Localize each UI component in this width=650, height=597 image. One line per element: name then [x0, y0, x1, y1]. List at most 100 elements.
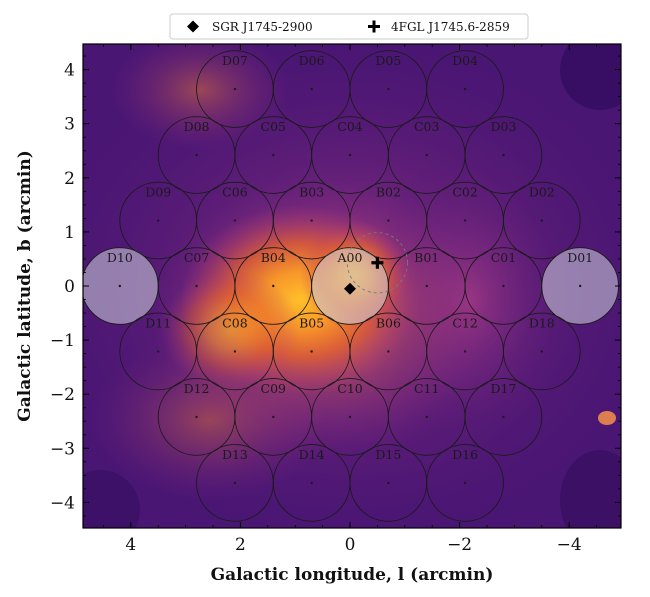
- region-center-dot: [387, 87, 390, 91]
- region-label: C10: [337, 381, 363, 396]
- region-label: D14: [299, 447, 325, 462]
- region-label: C08: [222, 315, 248, 330]
- region-center-dot: [157, 219, 160, 222]
- region-center-dot: [118, 284, 122, 288]
- region-label: D11: [145, 315, 171, 330]
- region-label: D05: [375, 53, 401, 68]
- legend-label-sgr: SGR J1745-2900: [212, 20, 313, 34]
- region-center-dot: [425, 284, 428, 288]
- region-label: D18: [529, 315, 555, 330]
- region-center-dot: [272, 284, 275, 288]
- region-circle: [464, 378, 543, 456]
- y-axis-title: Galactic latitude, b (arcmin): [15, 150, 35, 422]
- region-label: D16: [452, 447, 478, 462]
- region-center-dot: [387, 350, 390, 353]
- region-d04: D04: [426, 50, 504, 128]
- region-d18: D18: [502, 312, 581, 391]
- region-center-dot: [233, 87, 237, 91]
- legend-box: [169, 13, 529, 40]
- region-label: B01: [414, 250, 439, 265]
- x-axis-title: Galactic longitude, l (arcmin): [211, 565, 494, 585]
- region-center-dot: [348, 153, 352, 157]
- axis-ticks: 4 2 0 −2 −4 4 3 2 1 0 −1 −2 −3 −4: [50, 44, 621, 555]
- region-label: D06: [299, 53, 325, 68]
- y-tick-label: 2: [64, 169, 75, 189]
- region-center-dot: [310, 350, 313, 353]
- region-center-dot: [425, 415, 428, 419]
- region-label: D09: [145, 185, 171, 200]
- x-tick-label: 4: [125, 535, 136, 555]
- region-center-dot: [502, 284, 505, 288]
- region-label: B06: [376, 315, 401, 330]
- region-center-dot: [463, 350, 467, 353]
- region-center-dot: [502, 153, 505, 157]
- legend: SGR J1745-2900 4FGL J1745.6-2859: [169, 13, 529, 40]
- region-center-dot: [387, 481, 390, 485]
- region-label: B04: [261, 250, 286, 265]
- region-label: D07: [222, 53, 248, 68]
- region-label: C01: [491, 250, 516, 265]
- region-label: C06: [222, 185, 248, 200]
- region-d01: D01: [541, 247, 619, 325]
- y-tick-label: 4: [64, 61, 75, 81]
- region-circle: [502, 312, 581, 391]
- region-label: D12: [184, 381, 210, 396]
- region-center-dot: [157, 350, 160, 353]
- region-d16: D16: [426, 444, 504, 522]
- region-label: D13: [222, 447, 248, 462]
- region-center-dot: [272, 415, 275, 419]
- region-label: B05: [299, 315, 324, 330]
- region-label: C12: [452, 315, 477, 330]
- legend-diamond-marker: [187, 20, 199, 33]
- region-label: D10: [107, 250, 133, 265]
- region-center-dot: [272, 153, 275, 157]
- region-center-dot: [387, 219, 390, 222]
- region-circle: [502, 181, 581, 260]
- region-label: C11: [414, 381, 439, 396]
- region-label: C02: [452, 185, 477, 200]
- y-tick-label: 1: [64, 223, 75, 243]
- x-tick-label: 2: [235, 535, 246, 555]
- region-label: B03: [299, 185, 324, 200]
- region-center-dot: [348, 415, 352, 419]
- region-label: C04: [337, 119, 363, 134]
- y-tick-label: −3: [50, 439, 75, 459]
- region-d10: D10: [83, 247, 159, 325]
- region-label: D01: [567, 250, 593, 265]
- region-center-dot: [233, 350, 237, 353]
- region-center-dot: [195, 153, 198, 157]
- region-label: D15: [375, 447, 401, 462]
- region-label: C03: [414, 119, 440, 134]
- region-label: C07: [184, 250, 210, 265]
- region-label: B02: [376, 185, 401, 200]
- region-label: D17: [490, 381, 516, 396]
- region-d03: D03: [464, 116, 543, 194]
- region-label: D03: [490, 119, 516, 134]
- region-label: C09: [261, 381, 287, 396]
- region-center-dot: [195, 284, 198, 288]
- region-center-dot: [463, 87, 467, 91]
- region-circle: [426, 50, 504, 128]
- region-center-dot: [540, 219, 543, 222]
- region-circle: [426, 444, 504, 522]
- region-d02: D02: [502, 181, 581, 260]
- source-sgr-diamond-marker: [344, 282, 356, 295]
- region-label: A00: [337, 250, 363, 265]
- fermi-error-circle: [346, 232, 408, 294]
- region-center-dot: [310, 219, 313, 222]
- x-tick-label: −4: [557, 535, 582, 555]
- region-center-dot: [233, 481, 237, 485]
- y-tick-label: −1: [50, 331, 75, 351]
- region-label: D08: [184, 119, 210, 134]
- region-center-dot: [310, 87, 313, 91]
- region-center-dot: [310, 481, 313, 485]
- region-center-dot: [425, 153, 428, 157]
- y-tick-label: 0: [64, 277, 75, 297]
- region-center-dot: [578, 284, 582, 288]
- region-center-dot: [463, 219, 467, 222]
- y-tick-label: 3: [64, 115, 75, 135]
- source-4fgl-plus-marker: [371, 256, 384, 269]
- x-tick-label: −2: [447, 535, 472, 555]
- region-circle: [464, 116, 543, 194]
